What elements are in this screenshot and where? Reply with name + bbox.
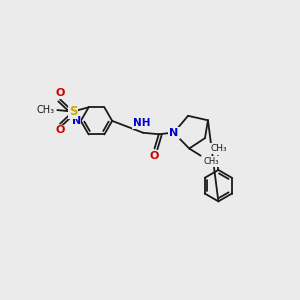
Text: O: O <box>56 88 65 98</box>
Text: CH₃: CH₃ <box>204 157 219 166</box>
Text: O: O <box>56 125 65 135</box>
Text: N: N <box>169 128 178 138</box>
Text: CH₃: CH₃ <box>37 105 55 115</box>
Text: NH: NH <box>133 118 150 128</box>
Text: CH₃: CH₃ <box>210 144 227 153</box>
Text: S: S <box>69 105 77 118</box>
Text: O: O <box>150 152 159 161</box>
Text: N: N <box>72 116 81 126</box>
